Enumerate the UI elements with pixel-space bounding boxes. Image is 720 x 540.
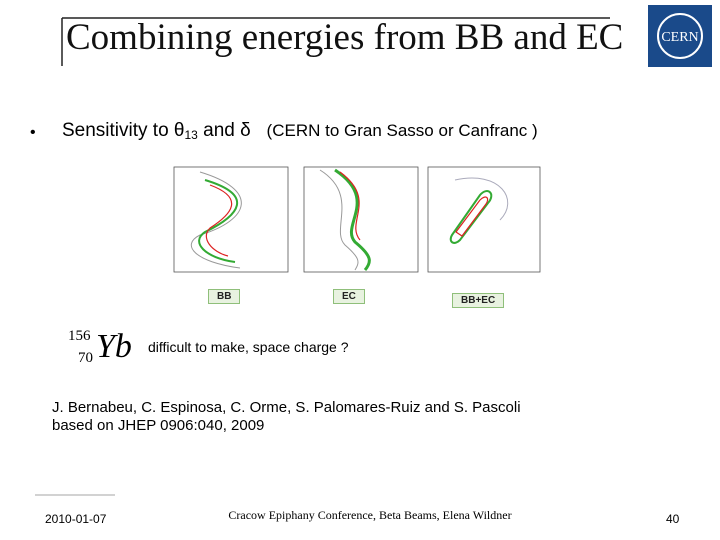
bullet-after: and δ (197, 120, 251, 141)
bullet-context: (CERN to Gran Sasso or Canfranc ) (266, 121, 538, 140)
plot-ec (303, 166, 419, 273)
note: difficult to make, space charge ? (148, 339, 349, 355)
logo-text: CERN (661, 30, 698, 45)
footer-center: Cracow Epiphany Conference, Beta Beams, … (228, 508, 512, 522)
subscript: 13 (184, 128, 198, 142)
atomic-number: 70 (78, 350, 93, 366)
bullet-text: Sensitivity to θ13 and δ (CERN to Gran S… (62, 120, 538, 142)
reference: based on JHEP 0906:040, 2009 (52, 417, 265, 434)
slide-title: Combining energies from BB and EC (66, 17, 624, 58)
footer-date: 2010-01-07 (45, 512, 107, 526)
plot-bb (173, 166, 289, 273)
figure-label: BB+EC (452, 293, 505, 308)
bullet-main: Sensitivity to θ (62, 120, 185, 141)
plot-bbec (427, 166, 541, 273)
isotope-symbol: Yb (96, 328, 132, 365)
figure-label: EC (333, 289, 365, 304)
mass-number: 156 (68, 328, 91, 344)
reference: J. Bernabeu, C. Espinosa, C. Orme, S. Pa… (52, 399, 521, 416)
figure-label: BB (208, 289, 241, 304)
bullet-marker: • (30, 124, 36, 141)
page-number: 40 (666, 512, 680, 526)
